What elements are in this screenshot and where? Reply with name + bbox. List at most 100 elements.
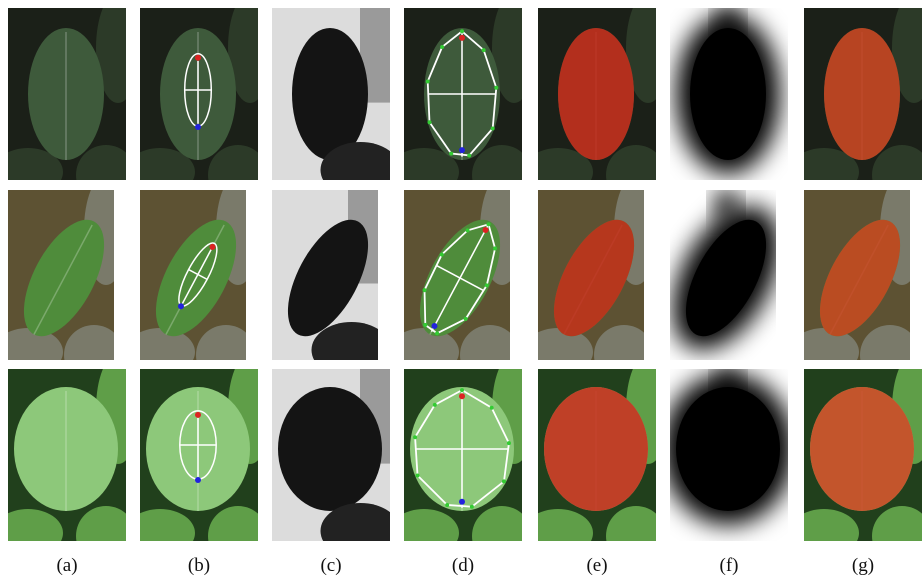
leaf [292,28,368,160]
leaf [23,219,105,337]
lower-leaf [860,325,910,360]
panel [140,369,258,541]
panel [538,369,656,541]
neighbor-leaf [892,8,922,103]
panel [804,190,910,360]
panel [140,8,258,180]
contour-point [445,502,450,507]
lower-leaf [872,506,922,541]
panel [8,8,126,180]
panel [8,369,126,541]
lower-leaf [538,509,593,541]
leaf [558,28,634,160]
contour-point [486,222,491,227]
contour-point [422,288,427,293]
leaf [824,28,900,160]
lower-leaf [538,328,593,360]
contour-point [490,126,495,131]
lower-leaf [64,325,114,360]
panel-labels: (a) (b) (c) (d) (e) (f) (g) [56,555,874,576]
lower-leaf [196,325,246,360]
panel [538,8,656,180]
axis [435,264,485,292]
contour-point [493,246,498,251]
lower-leaf [404,148,459,180]
panel [140,190,246,360]
bottom-point [431,323,438,330]
panel [404,369,522,541]
init-contour [179,410,217,483]
panel-label: (b) [188,555,210,576]
contour-point [469,504,474,509]
panel [272,369,390,541]
lower-leaf [76,506,126,541]
panel-grid [8,8,922,541]
top-point [459,34,465,41]
contour-point [435,331,440,336]
lower-leaf [804,328,859,360]
lower-leaf [320,503,390,541]
distance-core [676,387,780,511]
neighbor-leaf [96,8,126,103]
leaf [278,387,382,511]
bottom-point [459,147,465,154]
top-point [209,243,216,250]
leaf [544,387,648,511]
top-point [482,226,489,233]
axis [181,249,212,304]
panel [670,369,788,541]
distance-core [685,219,767,337]
leaf [819,219,901,337]
lower-leaf [208,506,258,541]
contour-point [489,405,494,410]
panel-label: (c) [320,555,341,576]
panel-label: (f) [720,555,739,576]
lower-leaf [594,325,644,360]
lower-leaf [8,328,63,360]
leaf [810,387,914,511]
panel [538,190,644,360]
lower-leaf [606,145,656,180]
panel [804,369,922,541]
bottom-point [459,498,465,505]
contour-point [481,48,486,53]
fit-contour [422,222,498,336]
stem [718,369,738,399]
lower-leaf [8,509,63,541]
leaf [287,219,369,337]
neighbor-leaf [626,8,656,103]
panel [272,190,378,360]
lower-leaf [460,325,510,360]
panel [804,8,922,180]
contour-point [415,473,420,478]
contour-point [460,388,464,393]
contour-point [425,79,430,84]
stem [716,190,736,220]
init-contour [177,242,218,310]
contour-point [465,228,470,233]
leaf [553,219,635,337]
contour-point [501,479,506,484]
distance-core [690,28,766,160]
lower-leaf [404,328,459,360]
leaf [28,28,104,160]
leaf [14,387,118,511]
midrib [33,224,93,335]
top-point [195,54,201,61]
lower-leaf [320,142,390,180]
top-point [459,393,465,400]
contour [426,30,498,157]
lower-leaf [404,509,459,541]
lower-leaf [311,322,378,360]
contour-point [494,85,499,90]
lower-leaf [140,148,195,180]
panel [404,8,522,180]
stem [718,8,738,38]
panel [670,8,788,180]
lower-leaf [804,148,859,180]
contour-point [484,283,489,288]
lower-leaf [804,509,859,541]
contour [423,223,497,335]
contour-point [439,252,444,257]
